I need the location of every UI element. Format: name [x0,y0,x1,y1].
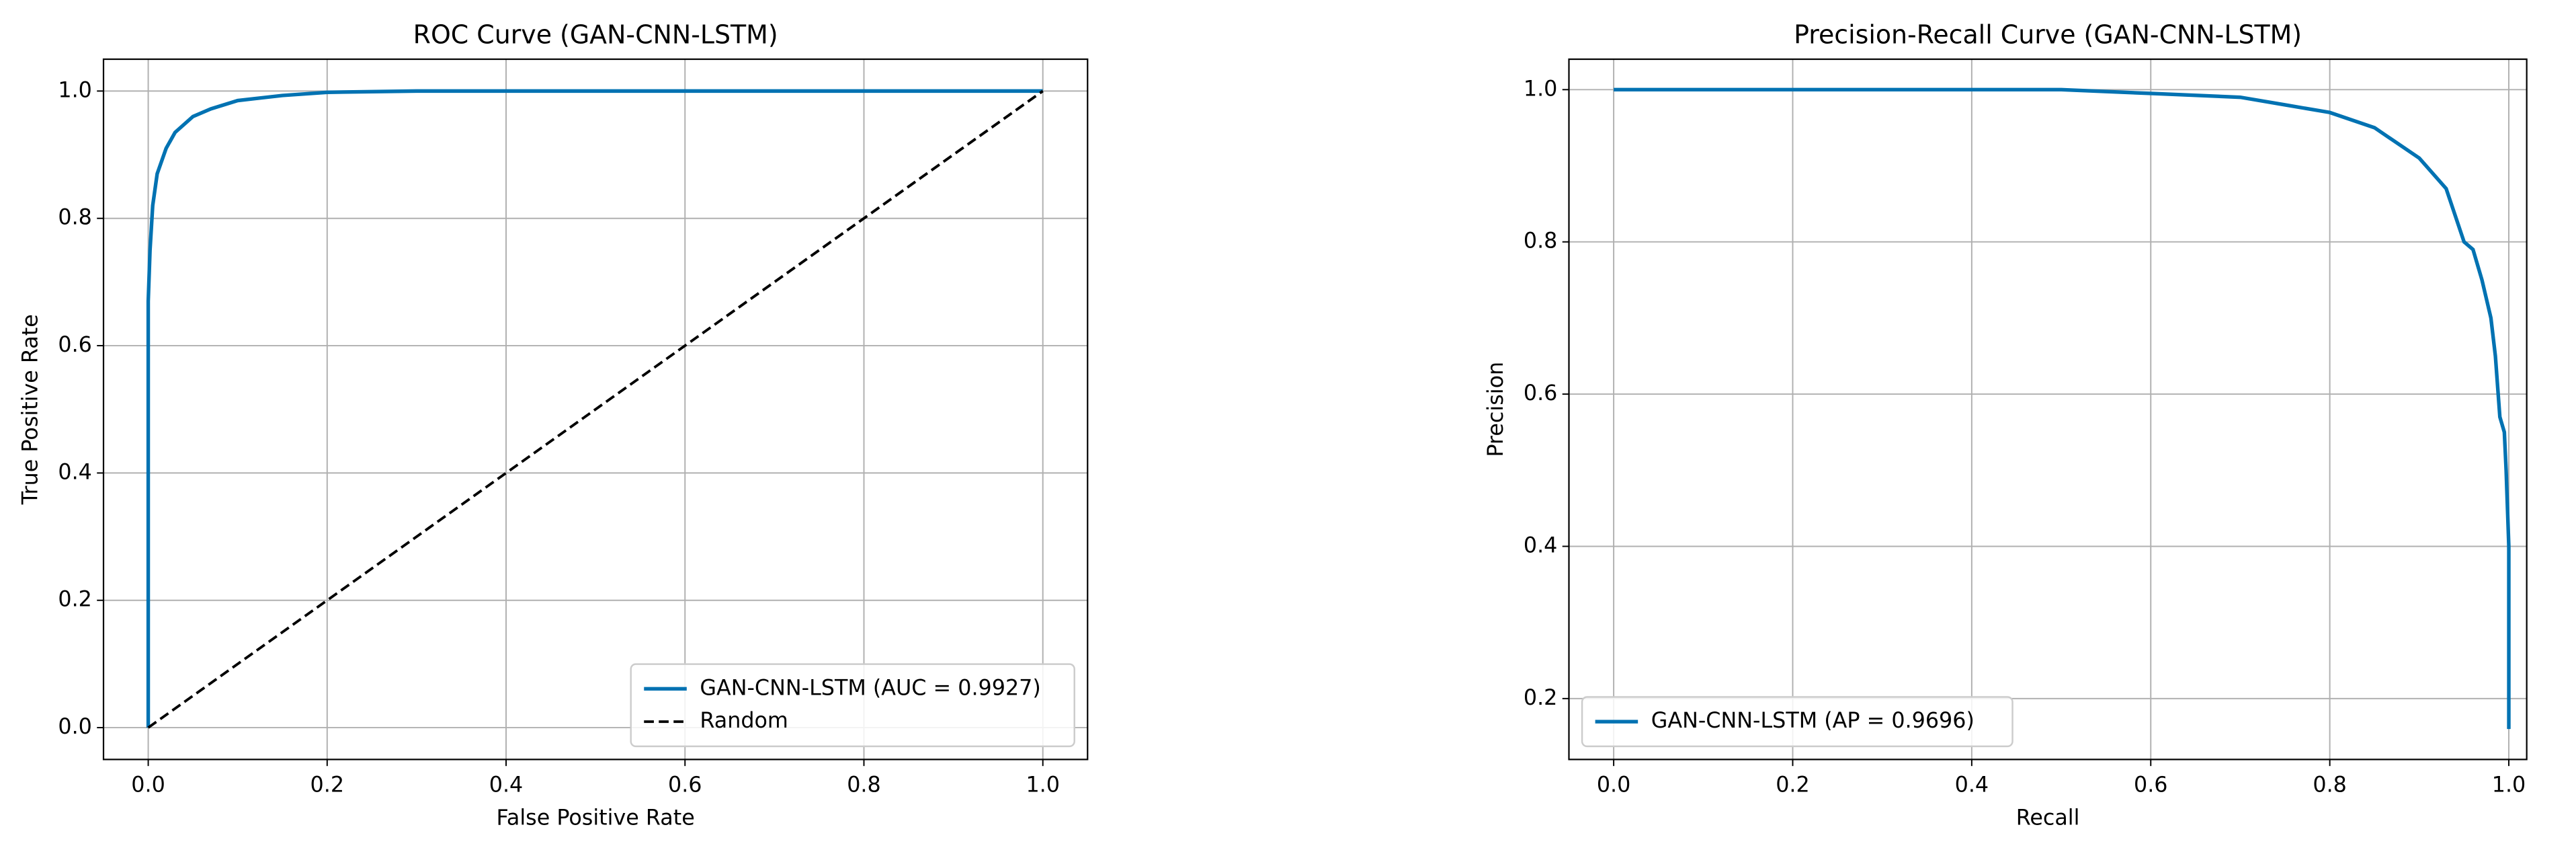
plot-frame [1568,58,2528,761]
x-tick-label: 1.0 [2492,773,2526,798]
y-tick-label: 0.6 [1524,381,1558,405]
chart: ROC Curve (GAN-CNN-LSTM) False Positive R… [18,20,1089,830]
series-line [147,89,1044,729]
x-tick-label: 0.6 [668,773,702,798]
y-tick-label: 0.8 [58,206,92,230]
y-tick-label: 1.0 [58,78,92,102]
x-axis-label: False Positive Rate [497,806,695,830]
y-tick-label: 0.2 [1524,686,1558,710]
y-tick-label: 1.0 [1524,77,1558,101]
x-tick-label: 0.6 [2134,773,2168,798]
y-tick-label: 0.2 [58,588,92,612]
x-tick-label: 0.0 [1597,773,1631,798]
legend-label: GAN-CNN-LSTM (AP = 0.9696) [1651,709,1975,733]
y-axis-label: True Positive Rate [18,314,42,505]
legend-box [630,663,1075,748]
chart-title: Precision-Recall Curve (GAN-CNN-LSTM) [1794,20,2302,49]
y-tick-label: 0.4 [1524,533,1558,557]
x-tick-label: 0.2 [1776,773,1810,798]
x-tick-label: 0.8 [2313,773,2347,798]
y-tick-label: 0.6 [58,333,92,357]
plot-frame [102,58,1089,761]
legend-label: Random [700,709,788,733]
y-axis-label: Precision [1484,362,1508,457]
x-tick-label: 0.4 [489,773,524,798]
chart: Precision-Recall Curve (GAN-CNN-LSTM) Rec… [1484,20,2528,830]
x-tick-label: 0.2 [310,773,345,798]
x-tick-label: 0.4 [1955,773,1989,798]
x-tick-label: 1.0 [1026,773,1060,798]
x-axis-label: Recall [2016,806,2080,830]
x-tick-label: 0.0 [131,773,165,798]
legend-label: GAN-CNN-LSTM (AUC = 0.9927) [700,676,1040,700]
chart-title: ROC Curve (GAN-CNN-LSTM) [413,20,778,49]
x-tick-label: 0.8 [847,773,881,798]
y-tick-label: 0.4 [58,460,92,484]
y-tick-label: 0.0 [58,715,92,739]
series-line [1614,87,2511,730]
legend-box [1581,696,2013,748]
y-tick-label: 0.8 [1524,229,1558,254]
series-line [146,89,1043,728]
